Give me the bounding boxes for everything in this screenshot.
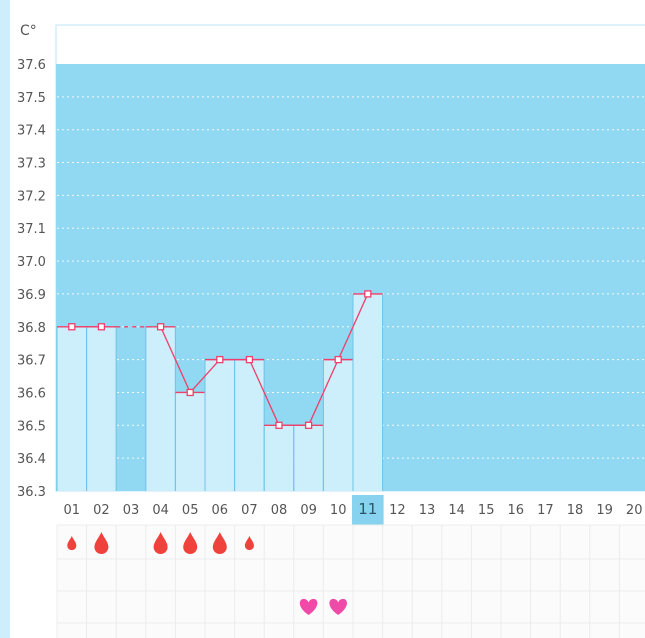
y-tick-label: 37.3 xyxy=(17,157,46,172)
temperature-bar xyxy=(57,326,87,491)
data-point[interactable] xyxy=(156,323,165,331)
data-point[interactable] xyxy=(68,323,76,331)
y-tick-label: 37.4 xyxy=(17,124,46,139)
y-tick-label: 36.4 xyxy=(17,452,46,467)
x-tick-label[interactable]: 01 xyxy=(64,503,81,518)
period-drop-icon[interactable] xyxy=(67,535,77,551)
period-drop-icon[interactable] xyxy=(94,532,109,554)
grid-lines xyxy=(57,96,645,459)
x-tick-label[interactable]: 05 xyxy=(182,503,199,518)
y-axis: C° 37.6 37.5 37.4 37.3 37.2 37.1 37.0 36.9 36.8 3… xyxy=(17,23,46,500)
temperature-bar xyxy=(323,359,353,491)
line-segment xyxy=(160,326,191,393)
temperature-line xyxy=(71,293,369,426)
heart-icon[interactable] xyxy=(329,598,347,615)
x-tick-label[interactable]: 08 xyxy=(271,503,288,518)
period-drop-icon[interactable] xyxy=(153,532,168,554)
x-tick-label[interactable]: 06 xyxy=(212,503,229,518)
data-point[interactable] xyxy=(186,388,194,397)
temperature-bar xyxy=(353,293,383,491)
data-point[interactable] xyxy=(364,290,372,298)
heart-icon[interactable] xyxy=(299,598,318,615)
temperature-bar xyxy=(175,392,205,491)
data-point[interactable] xyxy=(97,323,106,331)
period-drop-icon[interactable] xyxy=(183,532,198,554)
x-tick-label[interactable]: 13 xyxy=(419,503,436,518)
period-drop-icon[interactable] xyxy=(244,535,254,551)
temperature-bar xyxy=(235,359,264,491)
y-tick-label: 36.9 xyxy=(17,288,46,303)
data-point[interactable] xyxy=(245,355,254,364)
data-points xyxy=(68,290,372,429)
left-edge-strip xyxy=(0,0,10,638)
selected-day-highlight xyxy=(352,495,384,525)
x-tick-label[interactable]: 17 xyxy=(537,503,554,518)
y-tick-label: 37.6 xyxy=(17,58,46,73)
x-tick-label[interactable]: 18 xyxy=(567,503,584,518)
temperature-bar xyxy=(146,326,175,491)
x-tick-label[interactable]: 03 xyxy=(123,503,140,518)
line-segment xyxy=(189,359,221,393)
period-drop-icon[interactable] xyxy=(212,532,227,554)
line-segment xyxy=(308,359,339,426)
x-tick-label[interactable]: 02 xyxy=(93,503,110,518)
x-tick-label[interactable]: 14 xyxy=(448,503,465,518)
y-tick-label: 37.5 xyxy=(17,91,46,106)
y-tick-label: 36.8 xyxy=(17,321,46,336)
data-point[interactable] xyxy=(304,421,313,429)
x-axis: 01 02 03 04 05 06 07 08 09 10 11 12 13 14 15 16 17 18 19 20 xyxy=(64,495,643,525)
x-tick-label[interactable]: 11 xyxy=(358,500,377,518)
x-tick-label[interactable]: 10 xyxy=(330,503,347,518)
data-point[interactable] xyxy=(334,355,342,364)
x-tick-label[interactable]: 15 xyxy=(478,503,495,518)
y-tick-label: 37.1 xyxy=(17,222,46,237)
tracker-grid xyxy=(56,524,645,638)
line-segment xyxy=(248,359,280,426)
tracker-background xyxy=(57,525,645,638)
y-tick-label: 37.2 xyxy=(17,189,46,204)
temperature-bar xyxy=(205,359,235,491)
data-point[interactable] xyxy=(216,355,224,364)
x-tick-label[interactable]: 04 xyxy=(152,503,169,518)
x-tick-label[interactable]: 19 xyxy=(596,503,613,518)
temperature-bar xyxy=(87,326,116,491)
y-tick-label: 36.6 xyxy=(17,386,46,401)
temperature-bar xyxy=(264,425,294,491)
x-tick-label[interactable]: 20 xyxy=(626,503,643,518)
x-tick-label[interactable]: 07 xyxy=(241,503,258,518)
y-tick-label: 36.7 xyxy=(17,354,46,369)
x-tick-label[interactable]: 09 xyxy=(300,503,317,518)
y-tick-label: 37.0 xyxy=(17,255,46,270)
line-segment xyxy=(337,293,369,360)
x-tick-label[interactable]: 12 xyxy=(389,503,406,518)
y-axis-unit: C° xyxy=(20,23,37,39)
y-tick-label: 36.3 xyxy=(17,485,46,500)
y-tick-label: 36.5 xyxy=(17,419,46,434)
data-point[interactable] xyxy=(275,421,283,429)
x-tick-label[interactable]: 16 xyxy=(508,503,525,518)
temperature-bar xyxy=(294,425,323,491)
